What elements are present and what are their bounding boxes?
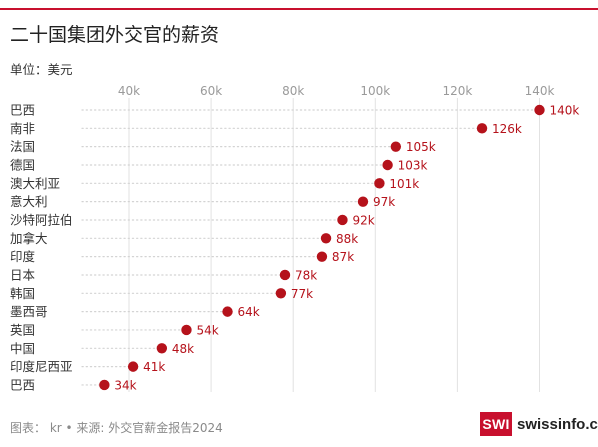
value-label: 126k [492, 122, 522, 136]
value-label: 101k [389, 177, 419, 191]
value-label: 77k [291, 287, 313, 301]
value-label: 97k [373, 195, 395, 209]
row-category-label: 澳大利亚 [10, 176, 60, 191]
data-dot[interactable] [99, 379, 110, 391]
row-category-label: 巴西 [10, 103, 35, 118]
row-category-label: 墨西哥 [10, 304, 48, 319]
value-label: 48k [172, 342, 194, 356]
row-category-label: 法国 [10, 139, 35, 154]
data-dot[interactable] [320, 233, 332, 244]
dot-plot: 40k 60k 80k 100k 120k 140k 巴西 140k 南非 126k 法国 105k… [10, 84, 580, 392]
top-accent-rule [0, 8, 598, 10]
data-dot[interactable] [357, 196, 369, 207]
row-category-label: 德国 [10, 157, 35, 172]
unit-label: 单位：美元 [10, 62, 73, 77]
value-label: 64k [238, 305, 260, 319]
chart-title: 二十国集团外交官的薪资 [10, 24, 220, 46]
data-dot[interactable] [222, 306, 233, 317]
value-label: 54k [196, 323, 218, 337]
data-dot[interactable] [337, 214, 348, 226]
row-category-label: 巴西 [10, 377, 35, 392]
value-label: 34k [114, 378, 136, 392]
data-dot[interactable] [275, 288, 287, 299]
value-label: 88k [336, 232, 358, 246]
data-dot[interactable] [127, 361, 139, 372]
data-dot[interactable] [181, 324, 192, 336]
value-label: 87k [332, 250, 354, 264]
x-tick-label: 40k [118, 84, 140, 98]
x-tick-label: 120k [442, 84, 472, 98]
value-label: 41k [143, 360, 165, 374]
data-dot[interactable] [476, 123, 488, 134]
row-category-label: 日本 [10, 267, 36, 282]
swi-logo-mark: SWI [480, 412, 512, 436]
row-category-label: 沙特阿拉伯 [10, 212, 73, 227]
value-label: 92k [352, 213, 374, 227]
row-category-label: 南非 [10, 121, 35, 136]
x-tick-label: 60k [200, 84, 222, 98]
data-dot[interactable] [390, 141, 402, 152]
value-label: 140k [550, 104, 580, 118]
row-category-label: 意大利 [10, 194, 48, 209]
data-dot[interactable] [156, 343, 168, 354]
swissinfo-logo[interactable]: SWI swissinfo.ch [480, 412, 598, 436]
value-label: 78k [295, 268, 317, 282]
data-dot[interactable] [382, 159, 393, 171]
x-tick-label: 100k [360, 84, 390, 98]
data-dot[interactable] [374, 178, 385, 189]
value-label: 103k [398, 158, 428, 172]
data-dot[interactable] [316, 251, 328, 262]
row-category-label: 中国 [10, 341, 35, 356]
row-category-label: 印度尼西亚 [10, 359, 73, 374]
row-category-label: 印度 [10, 249, 36, 264]
logo-text: swissinfo.ch [517, 415, 598, 433]
data-dot[interactable] [534, 104, 545, 116]
data-dot[interactable] [279, 269, 291, 281]
x-tick-label: 80k [282, 84, 304, 98]
x-tick-label: 140k [525, 84, 555, 98]
row-category-label: 加拿大 [10, 231, 48, 246]
value-label: 105k [406, 140, 436, 154]
footer-source: 图表： kr • 来源: 外交官薪金报告2024 [10, 421, 223, 435]
row-category-label: 韩国 [10, 286, 35, 301]
row-category-label: 英国 [10, 322, 35, 337]
